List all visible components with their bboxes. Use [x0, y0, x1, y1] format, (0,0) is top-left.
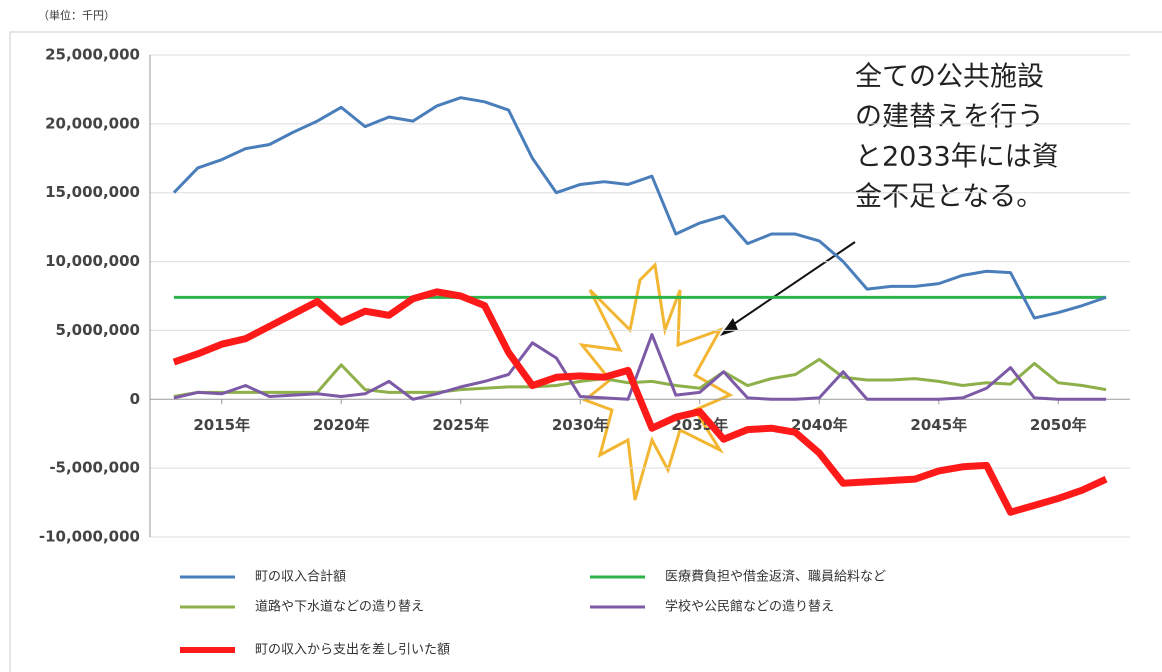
- series-line: [173, 333, 1107, 401]
- chart-frame: [9, 31, 1162, 672]
- annotation-arrow: [724, 241, 856, 331]
- y-tick-label: 15,000,000: [45, 183, 140, 201]
- y-tick-label: 25,000,000: [45, 46, 140, 64]
- x-tick-label: 2025年: [432, 416, 489, 434]
- x-tick-label: 2020年: [313, 416, 370, 434]
- x-tick-label: 2040年: [791, 416, 848, 434]
- series-line: [172, 288, 1108, 516]
- arrow-head: [720, 318, 738, 336]
- legend-label: 道路や下水道などの造り替え: [255, 599, 424, 615]
- unit-label: （単位：千円）: [38, 8, 115, 22]
- y-tick-label: 10,000,000: [45, 252, 140, 270]
- x-tick-label: 2015年: [193, 416, 250, 434]
- y-tick-label: 20,000,000: [45, 114, 140, 132]
- annotation-line: 金不足となる。: [855, 182, 1043, 213]
- legend-label: 医療費負担や借金返済、職員給料など: [665, 569, 886, 585]
- legend-label: 町の収入から支出を差し引いた額: [255, 643, 450, 658]
- legend-label: 学校や公民館などの造り替え: [665, 599, 834, 615]
- y-tick-label: -5,000,000: [49, 459, 140, 477]
- y-tick-label: -10,000,000: [39, 528, 140, 546]
- x-tick-label: 2050年: [1030, 416, 1087, 434]
- series-line: [172, 96, 1107, 320]
- y-tick-label: 5,000,000: [56, 321, 140, 339]
- annotation-line: 全ての公共施設: [855, 62, 1044, 93]
- series-line: [173, 357, 1107, 399]
- y-tick-label: 0: [130, 390, 140, 408]
- x-tick-label: 2030年: [552, 416, 609, 434]
- annotation-line: と2033年には資: [855, 142, 1059, 173]
- legend-label: 町の収入合計額: [255, 569, 346, 585]
- x-tick-label: 2045年: [910, 416, 967, 434]
- annotation-line: の建替えを行う: [855, 102, 1044, 133]
